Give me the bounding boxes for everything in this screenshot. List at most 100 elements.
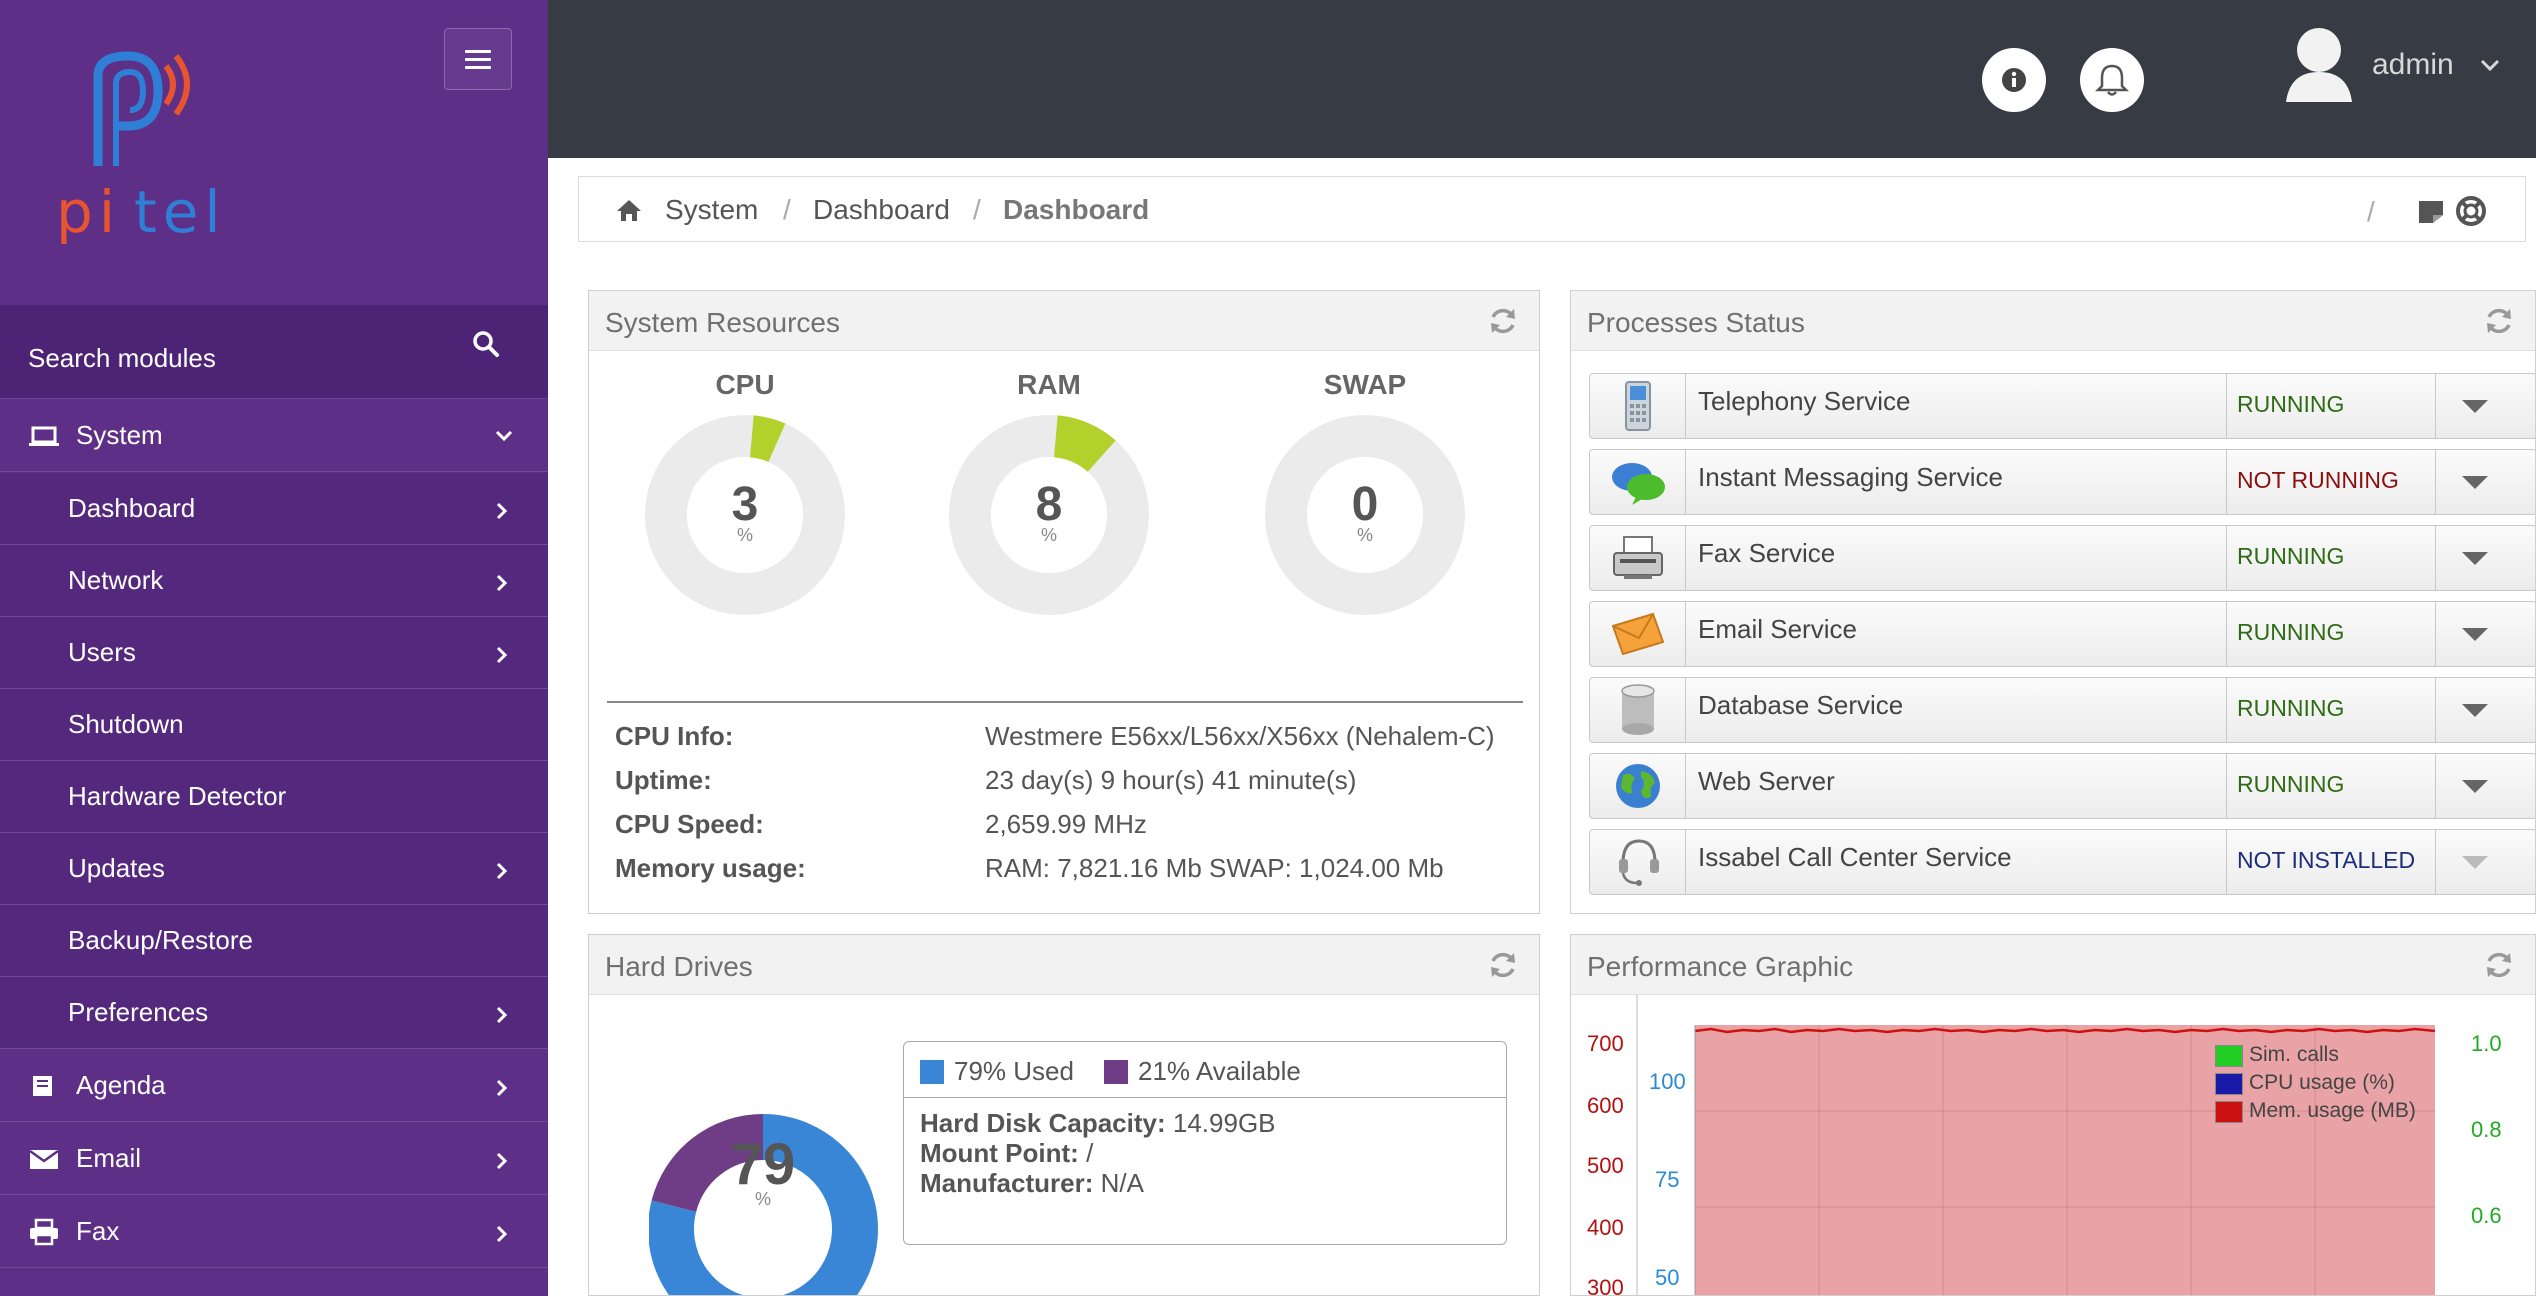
- search-modules-label: Search modules: [28, 343, 216, 373]
- process-row-fax: Fax Service RUNNING: [1589, 525, 2535, 591]
- sidebar-item-label: Preferences: [68, 997, 209, 1027]
- search-modules[interactable]: Search modules: [0, 305, 548, 399]
- divider: [607, 701, 1523, 703]
- disk-capacity-value: 14.99GB: [1172, 1108, 1276, 1138]
- process-name: Telephony Service: [1698, 386, 1911, 416]
- caret-down-icon[interactable]: [2462, 704, 2488, 718]
- process-status: NOT INSTALLED: [2237, 847, 2416, 873]
- sidebar-item-label: Dashboard: [68, 493, 196, 523]
- sidebar-item-backup-restore[interactable]: Backup/Restore: [0, 905, 548, 977]
- process-row-telephony: Telephony Service RUNNING: [1589, 373, 2535, 439]
- sidebar-item-preferences[interactable]: Preferences: [0, 977, 548, 1049]
- caret-down-icon: [2462, 856, 2488, 869]
- panel-title: Hard Drives: [605, 951, 753, 982]
- sidebar-item-users[interactable]: Users: [0, 617, 548, 689]
- process-name: Instant Messaging Service: [1698, 462, 2003, 492]
- legend-used: 79% Used: [954, 1056, 1074, 1086]
- info-key: Memory usage:: [615, 853, 806, 883]
- refresh-icon[interactable]: [1487, 305, 1519, 337]
- process-status: RUNNING: [2237, 391, 2345, 417]
- disk-capacity-label: Hard Disk Capacity:: [920, 1108, 1166, 1138]
- cpu-axis-tick: 100: [1649, 1069, 1686, 1094]
- sidebar-item-label: Users: [68, 637, 136, 667]
- logo-text: pi: [56, 178, 121, 246]
- search-icon[interactable]: [472, 330, 500, 358]
- calls-axis-tick: 0.6: [2471, 1203, 2502, 1228]
- swap-gauge-value: 0: [1351, 478, 1379, 531]
- calls-axis-tick: 1.0: [2471, 1031, 2502, 1056]
- caret-down-icon[interactable]: [2462, 628, 2488, 642]
- process-status: RUNNING: [2237, 543, 2345, 569]
- sidebar-item-system[interactable]: System: [0, 400, 548, 472]
- panel-header: Hard Drives: [589, 935, 1539, 995]
- sidebar-item-label: System: [76, 420, 163, 450]
- panel-header: System Resources: [589, 291, 1539, 351]
- hard-drives-panel: Hard Drives 79 % 79% Used 21% Available …: [588, 934, 1540, 1296]
- sidebar-item-label: Network: [68, 565, 164, 595]
- sidebar-item-fax[interactable]: Fax: [0, 1196, 548, 1268]
- caret-down-icon[interactable]: [2462, 780, 2488, 794]
- refresh-icon[interactable]: [2483, 949, 2515, 981]
- sidebar-item-shutdown[interactable]: Shutdown: [0, 689, 548, 761]
- caret-down-icon[interactable]: [2462, 400, 2488, 414]
- chevron-right-icon: [496, 1079, 508, 1097]
- sticky-note-icon[interactable]: [2417, 199, 2445, 225]
- gauge-center: [687, 457, 803, 573]
- chevron-down-icon[interactable]: [2478, 56, 2502, 74]
- disk-manufacturer-label: Manufacturer:: [920, 1168, 1094, 1198]
- sidebar-item-dashboard[interactable]: Dashboard: [0, 473, 548, 545]
- info-key: CPU Speed:: [615, 809, 764, 839]
- sidebar: pi tel Search modules System Dashboard N…: [0, 0, 548, 1296]
- disk-mount-label: Mount Point:: [920, 1138, 1079, 1168]
- printer-icon: [30, 1218, 58, 1246]
- disk-usage-unit: %: [754, 1189, 771, 1209]
- process-row-database: Database Service RUNNING: [1589, 677, 2535, 743]
- lifebuoy-icon[interactable]: [2455, 195, 2487, 227]
- refresh-icon[interactable]: [1487, 949, 1519, 981]
- sidebar-item-label: Hardware Detector: [68, 781, 287, 811]
- sidebar-item-network[interactable]: Network: [0, 545, 548, 617]
- home-icon[interactable]: [615, 197, 643, 223]
- menu-toggle-button[interactable]: [444, 28, 512, 90]
- sidebar-item-agenda[interactable]: Agenda: [0, 1050, 548, 1122]
- ram-gauge-unit: %: [1040, 525, 1057, 545]
- gauge-center: [991, 457, 1107, 573]
- info-button[interactable]: [1982, 48, 2046, 112]
- chevron-right-icon: [496, 1225, 508, 1243]
- caret-down-icon[interactable]: [2462, 476, 2488, 490]
- process-name: Web Server: [1698, 766, 1835, 796]
- performance-graphic-panel: Performance Graphic 700 600 500 400 300 …: [1570, 934, 2536, 1296]
- cpu-axis-tick: 75: [1655, 1167, 1680, 1192]
- breadcrumb-item[interactable]: Dashboard: [813, 194, 950, 225]
- sidebar-item-label: Updates: [68, 853, 165, 883]
- chevron-right-icon: [496, 1006, 508, 1024]
- breadcrumb: System / Dashboard / Dashboard /: [578, 176, 2526, 242]
- cpu-axis-tick: 50: [1655, 1265, 1680, 1290]
- legend-swatch-used: [920, 1060, 944, 1084]
- legend-mem-usage: Mem. usage (MB): [2249, 1099, 2416, 1122]
- gauge-label-swap: SWAP: [1323, 369, 1407, 400]
- process-row-call-center: Issabel Call Center Service NOT INSTALLE…: [1589, 829, 2535, 895]
- left-axis-tick: 400: [1587, 1215, 1624, 1240]
- sidebar-item-hardware-detector[interactable]: Hardware Detector: [0, 761, 548, 833]
- gauge-track: [645, 415, 845, 615]
- user-avatar[interactable]: [2282, 22, 2356, 106]
- gauge-fill: [749, 415, 786, 463]
- user-menu-label[interactable]: admin: [2372, 48, 2454, 81]
- sidebar-item-email[interactable]: Email: [0, 1123, 548, 1195]
- caret-down-icon[interactable]: [2462, 552, 2488, 566]
- sidebar-item-label: Agenda: [76, 1070, 166, 1100]
- refresh-icon[interactable]: [2483, 305, 2515, 337]
- breadcrumb-item[interactable]: System: [665, 194, 759, 225]
- left-axis-tick: 700: [1587, 1031, 1624, 1056]
- disk-usage-value: 79: [730, 1132, 796, 1197]
- hamburger-icon: [465, 49, 491, 53]
- process-name: Email Service: [1698, 614, 1857, 644]
- notifications-button[interactable]: [2080, 48, 2144, 112]
- process-status: NOT RUNNING: [2237, 467, 2399, 493]
- sidebar-item-updates[interactable]: Updates: [0, 833, 548, 905]
- sidebar-item-label: Backup/Restore: [68, 925, 253, 955]
- panel-title: Processes Status: [1587, 307, 1805, 338]
- memory-line: [1694, 1027, 2436, 1034]
- cpu-gauge-unit: %: [736, 525, 753, 545]
